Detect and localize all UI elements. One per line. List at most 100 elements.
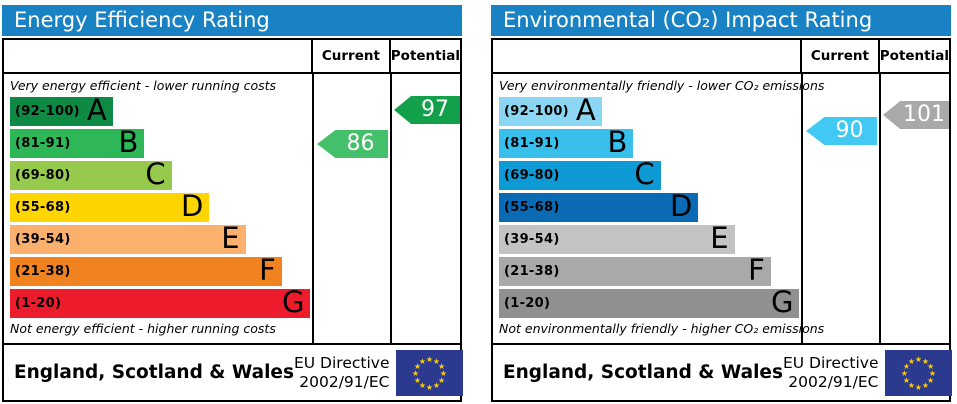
caption-bottom: Not environmentally friendly - higher CO…: [499, 321, 825, 336]
svg-text:★: ★: [426, 383, 433, 392]
caption-bottom: Not energy efficient - higher running co…: [10, 321, 276, 336]
svg-text:★: ★: [927, 362, 934, 371]
eu-flag-icon: ★ ★ ★ ★ ★ ★ ★ ★ ★ ★ ★ ★: [885, 349, 953, 396]
band-range: (55-68): [15, 200, 71, 215]
panel-title: Energy Efficiency Rating: [2, 5, 462, 36]
svg-text:★: ★: [419, 381, 426, 390]
rating-table: Current Potential Very environmentally f…: [491, 38, 953, 402]
svg-text:★: ★: [426, 355, 433, 364]
band-range: (55-68): [504, 200, 560, 215]
band-range: (92-100): [504, 104, 569, 119]
current-column: 86: [314, 74, 392, 343]
svg-text:★: ★: [903, 362, 910, 371]
current-column-header: Current: [802, 40, 880, 72]
band-letter: G: [282, 285, 305, 319]
band-range: (21-38): [504, 264, 560, 279]
eu-directive-line1: EU Directive: [782, 353, 879, 372]
band-chart: Very environmentally friendly - lower CO…: [493, 74, 825, 343]
band-range: (39-54): [504, 232, 560, 247]
eu-flag-icon: ★ ★ ★ ★ ★ ★ ★ ★ ★ ★ ★ ★: [396, 349, 464, 396]
environmental-impact-panel: Environmental (CO₂) Impact Rating Curren…: [491, 0, 953, 402]
caption-top: Very environmentally friendly - lower CO…: [499, 78, 825, 93]
eu-directive-line1: EU Directive: [293, 353, 390, 372]
energy-efficiency-panel: Energy Efficiency Rating Current Potenti…: [2, 0, 464, 402]
svg-text:★: ★: [433, 356, 440, 365]
rating-band-c: (69-80) C: [499, 157, 661, 191]
current-rating-arrow: 90: [806, 117, 877, 145]
rating-band-a: (92-100) A: [499, 93, 602, 127]
eu-directive-line2: 2002/91/EC: [299, 372, 390, 391]
table-header-row: Current Potential: [493, 40, 949, 74]
current-rating-value: 86: [346, 131, 375, 156]
eu-directive-label: EU Directive 2002/91/EC: [783, 354, 879, 391]
band-letter: A: [86, 93, 107, 127]
band-range: (92-100): [15, 104, 80, 119]
svg-text:★: ★: [440, 369, 447, 378]
table-footer: England, Scotland & Wales EU Directive 2…: [493, 343, 953, 400]
region-label: England, Scotland & Wales: [14, 362, 294, 383]
band-letter: C: [634, 157, 655, 191]
band-range: (1-20): [504, 296, 551, 311]
chart-column-header: [493, 40, 803, 72]
svg-text:★: ★: [901, 369, 908, 378]
eu-directive-line2: 2002/91/EC: [788, 372, 879, 391]
potential-column: 97: [392, 74, 460, 343]
svg-text:★: ★: [414, 362, 421, 371]
rating-band-b: (81-91) B: [10, 125, 145, 159]
band-letter: F: [259, 253, 276, 287]
band-range: (39-54): [15, 232, 71, 247]
potential-rating-value: 101: [903, 102, 945, 127]
potential-rating-value: 97: [421, 97, 449, 122]
svg-text:★: ★: [922, 381, 929, 390]
rating-band-f: (21-38) F: [10, 253, 282, 287]
band-letter: D: [180, 189, 204, 223]
current-rating-value: 90: [835, 118, 864, 143]
rating-band-c: (69-80) C: [10, 157, 172, 191]
panel-title: Environmental (CO₂) Impact Rating: [491, 5, 951, 36]
svg-text:★: ★: [929, 369, 936, 378]
svg-text:★: ★: [915, 383, 922, 392]
band-letter: A: [575, 93, 596, 127]
potential-column-header: Potential: [390, 48, 460, 64]
rating-band-g: (1-20) G: [499, 285, 800, 319]
eu-directive-label: EU Directive 2002/91/EC: [294, 354, 390, 391]
band-letter: D: [669, 189, 693, 223]
region-label: England, Scotland & Wales: [503, 362, 783, 383]
potential-column: 101: [881, 74, 949, 343]
caption-top: Very energy efficient - lower running co…: [10, 78, 277, 93]
band-range: (69-80): [504, 168, 560, 183]
band-letter: E: [221, 221, 240, 255]
rating-table: Current Potential Very energy efficient …: [2, 38, 464, 402]
band-range: (81-91): [504, 136, 560, 151]
band-letter: C: [145, 157, 166, 191]
svg-text:★: ★: [908, 381, 915, 390]
current-column: 90: [803, 74, 881, 343]
band-range: (69-80): [15, 168, 71, 183]
potential-rating-arrow: 101: [883, 101, 949, 129]
band-range: (21-38): [15, 264, 71, 279]
rating-band-d: (55-68) D: [499, 189, 699, 223]
potential-rating-arrow: 97: [394, 96, 460, 124]
rating-band-g: (1-20) G: [10, 285, 311, 319]
band-letter: F: [748, 253, 765, 287]
rating-band-e: (39-54) E: [499, 224, 735, 254]
band-letter: B: [118, 125, 139, 159]
rating-band-a: (92-100) A: [10, 93, 113, 127]
svg-text:★: ★: [438, 362, 445, 371]
rating-band-f: (21-38) F: [499, 253, 771, 287]
rating-band-e: (39-54) E: [10, 221, 246, 255]
svg-text:★: ★: [927, 376, 934, 385]
svg-text:★: ★: [908, 356, 915, 365]
svg-text:★: ★: [414, 376, 421, 385]
band-chart: Very energy efficient - lower running co…: [4, 74, 314, 343]
svg-text:★: ★: [412, 369, 419, 378]
table-body: Very energy efficient - lower running co…: [4, 74, 460, 343]
svg-text:★: ★: [433, 381, 440, 390]
svg-text:★: ★: [915, 355, 922, 364]
band-letter: B: [607, 125, 628, 159]
band-letter: G: [771, 285, 794, 319]
potential-column-header: Potential: [879, 48, 949, 64]
band-range: (1-20): [15, 296, 62, 311]
chart-column-header: [4, 40, 314, 72]
rating-band-d: (55-68) D: [10, 189, 210, 223]
